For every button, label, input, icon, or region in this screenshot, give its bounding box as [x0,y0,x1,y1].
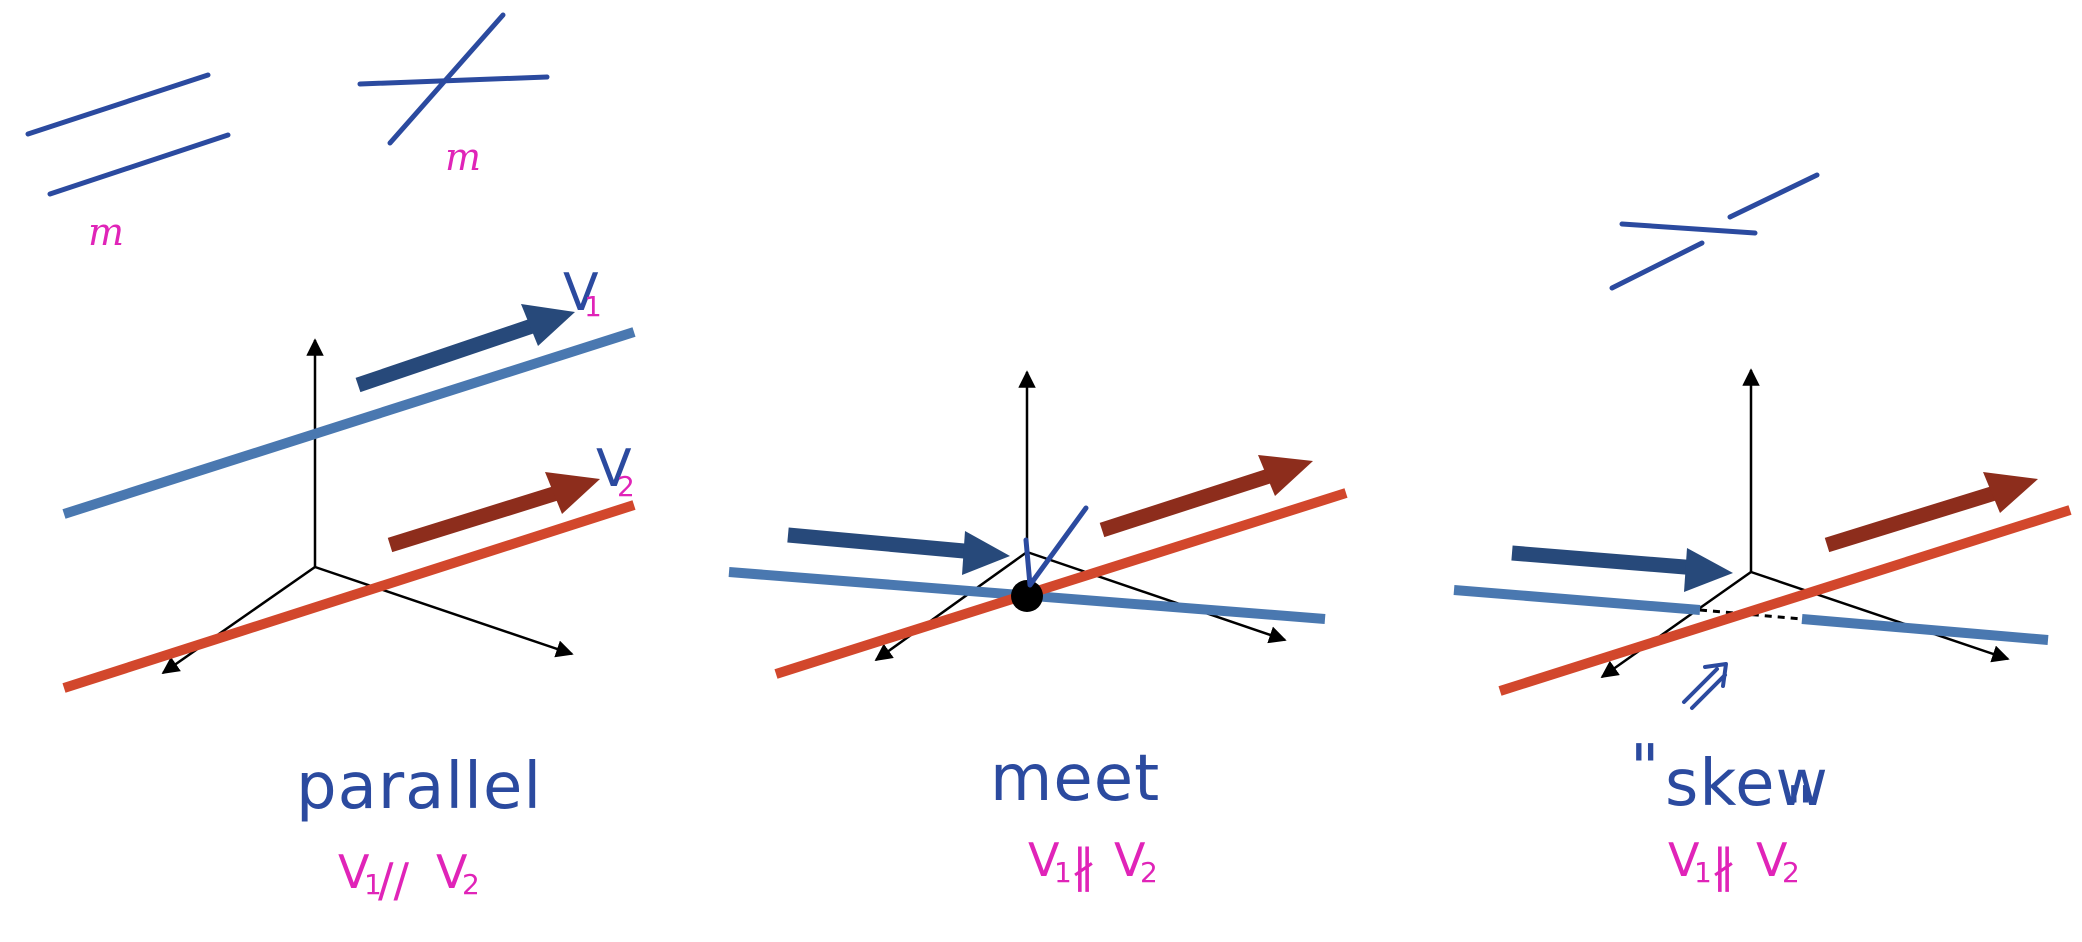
y-axis [1026,550,1287,644]
sketch-line-diagonal [387,12,506,146]
blue-line [62,327,636,519]
sketch-line-upper [25,72,211,137]
blue-line-right [1801,614,2049,645]
direction-vector-v2 [387,472,600,553]
sketch-label-m: m [88,210,124,254]
relation: V 1 // V 2 [338,845,480,907]
sketch-line-horizontal [1619,221,1758,236]
parallel-sketch: m [25,72,231,254]
panel-title: meet [990,742,1160,816]
axes [1600,368,2010,679]
crossing-sketch: m [357,12,550,179]
red-line [1498,505,2072,696]
blue-line-left [1453,585,1701,615]
panel-title: skew [1665,747,1829,821]
relation-right-sub: 2 [1782,856,1800,889]
relation-symbol: // [378,853,409,907]
x-axis [874,550,1028,662]
relation: V 1 ∦ V 2 [1028,833,1158,893]
y-axis [1750,570,2010,663]
axes [161,338,574,675]
red-line [62,500,636,693]
relation-left-sub: 1 [1694,856,1712,889]
panel-title: parallel [296,750,542,824]
direction-vector-red [1099,455,1313,538]
red-line [774,488,1348,679]
panel-skew: " skew " V 1 ∦ V 2 [1453,368,2072,893]
panel-meet: meet V 1 ∦ V 2 [728,370,1348,893]
implies-arrow-icon [1682,662,1728,710]
direction-vector-v1 [355,304,575,393]
v1-subscript: 1 [584,290,602,323]
sketch-line-horizontal [357,74,550,87]
relation: V 1 ∦ V 2 [1668,833,1800,893]
sketch-line-lower [47,132,231,197]
skew-sketch [1609,172,1820,291]
x-axis [1600,570,1752,679]
relation-right-sub: 2 [462,868,480,901]
sketch-line-lower-left [1609,240,1705,291]
v2-label: V [596,439,632,499]
intersection-point [1011,580,1043,612]
relation-right-sub: 2 [1140,856,1158,889]
close-quote: " [1785,774,1815,848]
relation-left: V [338,845,370,899]
sketch-label-m: m [445,135,481,179]
check-mark [1023,505,1089,588]
relation-right: V [436,845,468,899]
v2-subscript: 2 [617,470,635,503]
relation-left-sub: 1 [364,868,382,901]
direction-vector-blue [1511,545,1733,592]
relation-symbol: ∦ [1072,839,1095,893]
relation-right: V [1114,833,1146,887]
y-axis [314,565,574,658]
relation-symbol: ∦ [1712,839,1735,893]
blue-line-dashed [1699,608,1803,621]
relation-left: V [1668,833,1700,887]
direction-vector-red [1824,472,2038,553]
panel-parallel: V 1 V 2 parallel V 1 // V 2 [62,263,636,907]
sketch-line-upper-right [1727,172,1820,220]
axes [874,370,1287,662]
relation-right: V [1756,833,1788,887]
direction-vector-blue [787,527,1010,575]
relation-left-sub: 1 [1054,856,1072,889]
relation-left: V [1028,833,1060,887]
v1-label: V [563,263,599,323]
x-axis [161,565,316,675]
open-quote: " [1630,732,1660,806]
